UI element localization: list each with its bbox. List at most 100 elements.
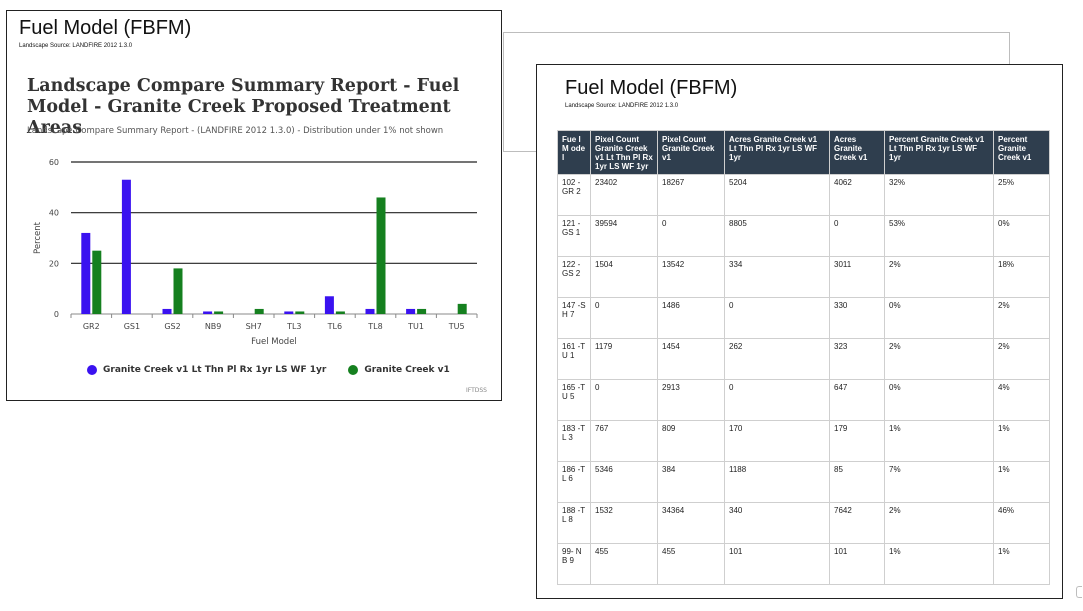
x-tick-label: TL3 [286,322,301,331]
table-cell: 384 [657,461,725,503]
table-cell: 23402 [590,174,658,216]
table-cell: 455 [657,543,725,585]
bar-treated-TU1 [406,308,416,314]
table-body: 102 -GR 2 23402 18267 5204 4062 32% 25% 121 -GS… [557,174,1050,585]
table-row: 165 -TU 5 0 2913 0 647 0% 4% [557,379,1050,421]
landscape-source: Landscape Source: LANDFIRE 2012 1.3.0 [19,43,133,49]
table-cell: 170 [724,420,830,462]
column-header[interactable]: Percent Granite Creek v1 Lt Thn Pl Rx 1y… [884,130,994,175]
table-cell: 4% [993,379,1050,421]
x-tick-label: NB9 [205,322,222,331]
bar-baseline-TU1 [417,308,427,314]
table-cell: 340 [724,502,830,544]
table-cell: 2913 [657,379,725,421]
table-cell: 334 [724,256,830,298]
table-cell: 767 [590,420,658,462]
table-row: 183 -TL 3 767 809 170 179 1% 1% [557,420,1050,462]
y-tick-label: 60 [49,158,59,167]
table-cell: 1% [993,461,1050,503]
table-cell: 1486 [657,297,725,339]
table-row: 99- NB 9 455 455 101 101 1% 1% [557,543,1050,585]
table-cell: 179 [829,420,885,462]
y-tick-label: 20 [49,259,59,268]
x-axis-label: Fuel Model [251,337,297,347]
table-cell: 18267 [657,174,725,216]
table-cell: 262 [724,338,830,380]
fuel-model-cell: 99- NB 9 [557,543,591,585]
column-header[interactable]: Acres Granite Creek v1 [829,130,885,175]
table-cell: 101 [724,543,830,585]
chart-report-panel: Fuel Model (FBFM) Landscape Source: LAND… [6,10,502,401]
report-title: Landscape Compare Summary Report - Fuel … [27,76,460,138]
fuel-model-cell: 186 -TL 6 [557,461,591,503]
table-cell: 0 [657,215,725,257]
legend-item-baseline[interactable]: Granite Creek v1 [348,365,450,375]
table-cell: 1% [884,543,994,585]
column-header[interactable]: Pixel Count Granite Creek v1 [657,130,725,175]
bar-treated-TL6 [324,296,334,314]
x-tick-label: TU1 [407,322,424,331]
bar-baseline-GS2 [173,268,183,314]
fuel-model-cell: 165 -TU 5 [557,379,591,421]
table-row: 102 -GR 2 23402 18267 5204 4062 32% 25% [557,174,1050,216]
table-row: 122 -GS 2 1504 13542 334 3011 2% 18% [557,256,1050,298]
fuel-model-cell: 121 -GS 1 [557,215,591,257]
bar-treated-TL3 [284,311,294,314]
bar-treated-GS2 [162,308,172,314]
table-cell: 0 [724,379,830,421]
table-cell: 647 [829,379,885,421]
y-tick-label: 0 [54,310,59,319]
x-tick-label: GR2 [83,322,100,331]
table-cell: 2% [993,338,1050,380]
x-tick-label: GS1 [124,322,140,331]
bar-treated-NB9 [203,311,213,314]
table-cell: 1% [993,543,1050,585]
bar-baseline-TU5 [457,303,467,314]
table-cell: 809 [657,420,725,462]
report-subtitle: Landscape Compare Summary Report - (LAND… [27,126,444,136]
table-cell: 5346 [590,461,658,503]
table-cell: 101 [829,543,885,585]
table-cell: 2% [884,338,994,380]
table-cell: 323 [829,338,885,380]
bar-treated-TL8 [365,308,375,314]
table-cell: 1% [884,420,994,462]
column-header[interactable]: Pixel Count Granite Creek v1 Lt Thn Pl R… [590,130,658,175]
table-cell: 4062 [829,174,885,216]
column-header[interactable]: Fue l M ode l [557,130,591,175]
table-cell: 0 [590,379,658,421]
table-cell: 34364 [657,502,725,544]
table-cell: 0 [829,215,885,257]
table-cell: 2% [993,297,1050,339]
legend-item-treated[interactable]: Granite Creek v1 Lt Thn Pl Rx 1yr LS WF … [87,365,326,375]
table-row: 147 -SH 7 0 1486 0 330 0% 2% [557,297,1050,339]
bar-treated-GS1 [121,179,131,314]
legend-label-baseline: Granite Creek v1 [364,365,450,375]
bar-baseline-SH7 [254,308,264,314]
table-cell: 1454 [657,338,725,380]
column-header[interactable]: Percent Granite Creek v1 [993,130,1050,175]
table-cell: 330 [829,297,885,339]
chart-legend: Granite Creek v1 Lt Thn Pl Rx 1yr LS WF … [87,365,472,375]
table-cell: 85 [829,461,885,503]
table-cell: 46% [993,502,1050,544]
bar-baseline-GR2 [92,250,102,314]
table-row: 186 -TL 6 5346 384 1188 85 7% 1% [557,461,1050,503]
legend-label-treated: Granite Creek v1 Lt Thn Pl Rx 1yr LS WF … [103,365,327,375]
table-cell: 1% [993,420,1050,462]
table-cell: 25% [993,174,1050,216]
table-cell: 3011 [829,256,885,298]
table-cell: 1532 [590,502,658,544]
landscape-source: Landscape Source: LANDFIRE 2012 1.3.0 [565,103,679,109]
table-cell: 2% [884,256,994,298]
panel-title: Fuel Model (FBFM) [565,77,738,99]
column-header[interactable]: Acres Granite Creek v1 Lt Thn Pl Rx 1yr … [724,130,830,175]
fuel-model-cell: 161 -TU 1 [557,338,591,380]
fuel-model-cell: 147 -SH 7 [557,297,591,339]
panel-title: Fuel Model (FBFM) [19,17,192,39]
bar-treated-GR2 [81,232,91,314]
x-tick-label: TL6 [327,322,342,331]
bar-baseline-TL6 [335,311,345,314]
y-axis-label: Percent [33,221,43,254]
table-cell: 0% [884,379,994,421]
